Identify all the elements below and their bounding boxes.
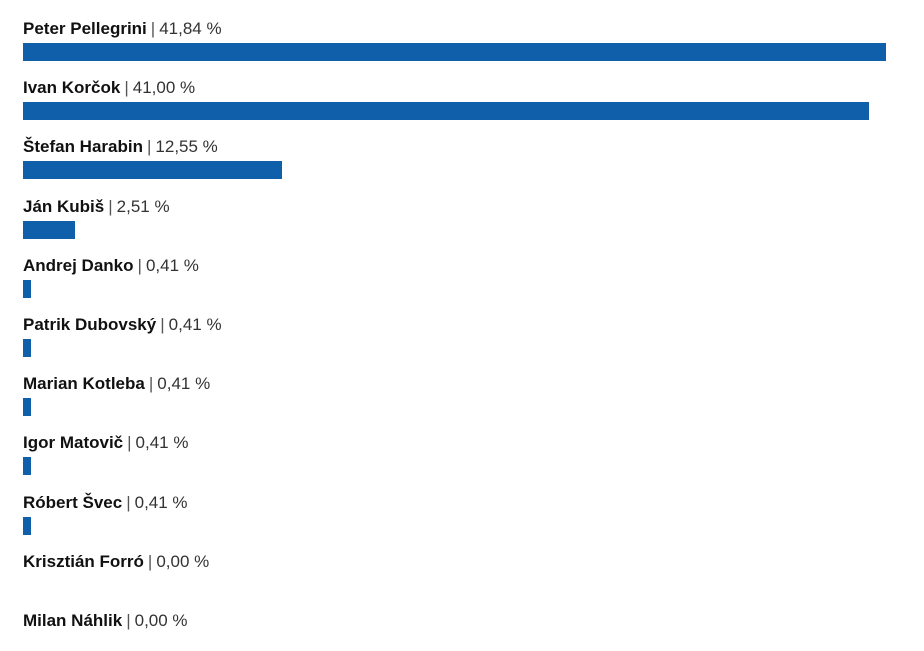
bar-label: Peter Pellegrini | 41,84 % (23, 18, 222, 40)
candidate-name: Patrik Dubovský (23, 315, 157, 334)
label-separator: | (146, 137, 152, 156)
bar (23, 517, 31, 535)
label-separator: | (126, 493, 131, 512)
label-separator: | (147, 552, 153, 571)
bar-label: Milan Náhlik | 0,00 % (23, 610, 188, 632)
data-label: 0,41 % (135, 433, 189, 452)
results-bar-chart: Peter Pellegrini | 41,84 % Ivan Korčok | 41,0… (23, 0, 903, 645)
bar-label: Štefan Harabin | 12,55 % (23, 136, 218, 158)
candidate-name: Róbert Švec (23, 493, 123, 512)
chart-row: Peter Pellegrini | 41,84 % (23, 0, 903, 61)
bar (23, 161, 282, 179)
bar (23, 221, 75, 239)
data-label: 0,00 % (156, 552, 210, 571)
chart-row: Patrik Dubovský | 0,41 % (23, 296, 903, 357)
bar (23, 280, 31, 298)
candidate-name: Milan Náhlik (23, 611, 123, 630)
bar-label: Ivan Korčok | 41,00 % (23, 77, 195, 99)
data-label: 41,84 % (159, 19, 222, 38)
data-label: 0,41 % (168, 315, 222, 334)
data-label: 41,00 % (132, 78, 196, 97)
candidate-name: Andrej Danko (23, 256, 134, 275)
bar-label: Róbert Švec | 0,41 % (23, 492, 188, 514)
label-separator: | (150, 19, 156, 38)
bar (23, 339, 31, 357)
bar (23, 102, 869, 120)
chart-row: Milan Náhlik | 0,00 % (23, 592, 903, 651)
bar (23, 457, 31, 475)
data-label: 0,41 % (145, 256, 199, 275)
label-separator: | (148, 374, 154, 393)
bar (23, 398, 31, 416)
bar-label: Marian Kotleba | 0,41 % (23, 373, 210, 395)
bar-label: Ján Kubiš | 2,51 % (23, 196, 170, 218)
data-label: 0,41 % (134, 493, 188, 512)
label-separator: | (160, 315, 165, 334)
chart-row: Igor Matovič | 0,41 % (23, 414, 903, 475)
label-separator: | (126, 611, 131, 630)
data-label: 0,00 % (134, 611, 188, 630)
data-label: 2,51 % (116, 197, 170, 216)
bar-label: Igor Matovič | 0,41 % (23, 432, 188, 454)
chart-row: Marian Kotleba | 0,41 % (23, 355, 903, 416)
label-separator: | (124, 78, 129, 97)
bar-label: Andrej Danko | 0,41 % (23, 255, 199, 277)
label-separator: | (137, 256, 142, 275)
bar-label: Krisztián Forró | 0,00 % (23, 551, 209, 573)
candidate-name: Peter Pellegrini (23, 19, 147, 38)
label-separator: | (108, 197, 113, 216)
chart-row: Štefan Harabin | 12,55 % (23, 118, 903, 179)
chart-row: Ivan Korčok | 41,00 % (23, 59, 903, 120)
candidate-name: Igor Matovič (23, 433, 124, 452)
candidate-name: Marian Kotleba (23, 374, 145, 393)
candidate-name: Ivan Korčok (23, 78, 121, 97)
data-label: 12,55 % (155, 137, 218, 156)
candidate-name: Štefan Harabin (23, 137, 143, 156)
chart-row: Róbert Švec | 0,41 % (23, 474, 903, 535)
chart-row: Andrej Danko | 0,41 % (23, 237, 903, 298)
candidate-name: Ján Kubiš (23, 197, 105, 216)
data-label: 0,41 % (157, 374, 211, 393)
chart-row: Ján Kubiš | 2,51 % (23, 178, 903, 239)
bar (23, 43, 886, 61)
bar-label: Patrik Dubovský | 0,41 % (23, 314, 222, 336)
chart-row: Krisztián Forró | 0,00 % (23, 533, 903, 592)
label-separator: | (127, 433, 132, 452)
candidate-name: Krisztián Forró (23, 552, 144, 571)
